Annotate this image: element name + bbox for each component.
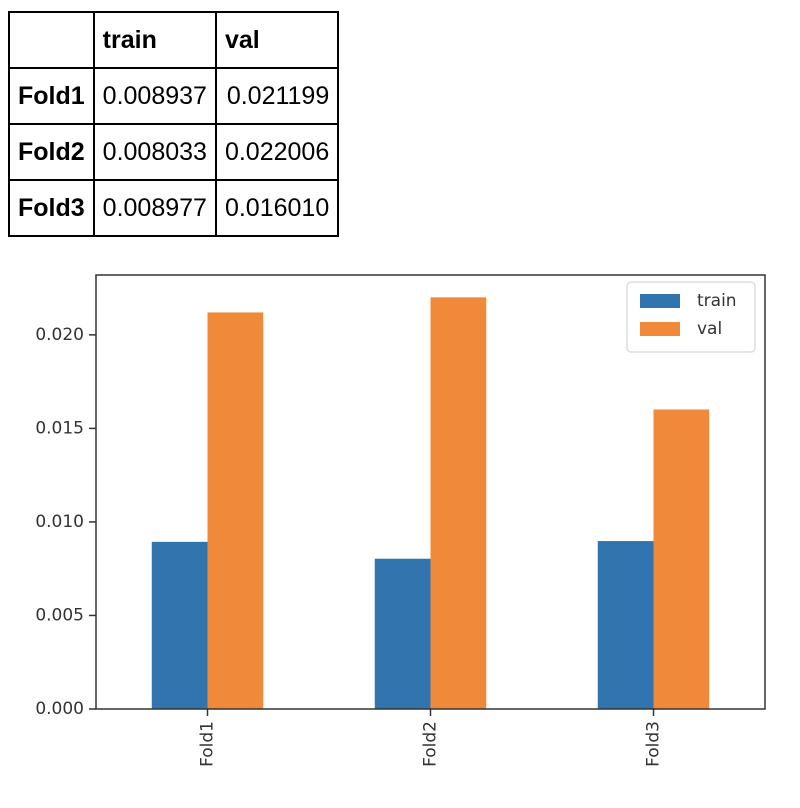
train-cell: 0.008937 (92, 67, 217, 125)
val-cell: 0.021199 (214, 67, 340, 125)
table-row: Fold2 0.008033 0.022006 (8, 123, 340, 181)
legend-label-val: val (697, 319, 722, 339)
y-tick-label: 0.020 (35, 325, 84, 345)
table-row: Fold3 0.008977 0.016010 (8, 179, 340, 237)
val-cell: 0.016010 (214, 179, 340, 237)
bar-train-fold3 (597, 541, 654, 709)
bar-val-fold1 (207, 312, 264, 709)
index-header (8, 11, 95, 69)
y-tick-label: 0.000 (35, 699, 84, 719)
table-row: Fold1 0.008937 0.021199 (8, 67, 340, 125)
results-table: train val Fold1 0.008937 0.021199 Fold2 … (8, 11, 340, 237)
bar-val-fold3 (653, 409, 710, 709)
row-label: Fold3 (8, 179, 95, 237)
bar-train-fold2 (374, 558, 431, 709)
x-tick-label: Fold1 (198, 721, 218, 767)
y-tick-label: 0.005 (35, 605, 84, 625)
legend: train val (626, 281, 756, 353)
val-cell: 0.022006 (214, 123, 340, 181)
row-label: Fold1 (8, 67, 95, 125)
table-header-row: train val (8, 11, 340, 69)
legend-swatch-val (640, 322, 680, 336)
x-axis: Fold1 Fold2 Fold3 (198, 709, 664, 767)
column-header-val: val (214, 11, 340, 69)
train-cell: 0.008977 (92, 179, 217, 237)
y-axis: 0.000 0.005 0.010 0.015 0.020 (35, 325, 96, 719)
train-cell: 0.008033 (92, 123, 217, 181)
y-tick-label: 0.015 (35, 418, 84, 438)
bars-layer (151, 297, 710, 709)
y-tick-label: 0.010 (35, 512, 84, 532)
legend-label-train: train (697, 291, 737, 311)
row-label: Fold2 (8, 123, 95, 181)
x-tick-label: Fold3 (644, 721, 664, 767)
x-tick-label: Fold2 (421, 721, 441, 767)
bar-train-fold1 (151, 541, 208, 709)
legend-swatch-train (640, 294, 680, 308)
bar-val-fold2 (430, 297, 487, 709)
column-header-train: train (92, 11, 217, 69)
